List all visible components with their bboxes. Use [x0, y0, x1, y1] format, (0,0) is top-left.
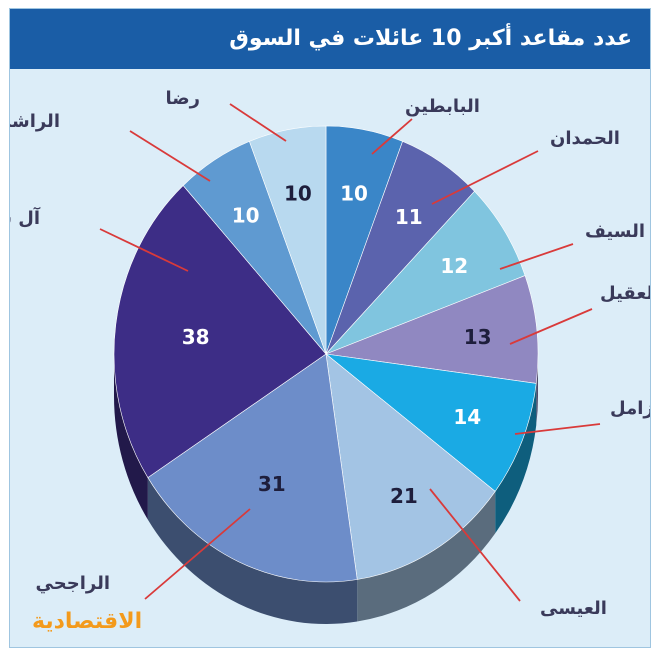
chart-title: عدد مقاعد أكبر 10 عائلات في السوق — [229, 26, 632, 51]
category-label: العقيل — [600, 283, 650, 304]
pie-side-آل سعود — [114, 354, 148, 520]
category-label: الزامل — [610, 398, 650, 419]
pie-slices — [113, 125, 539, 583]
pie-side-الراجحي — [147, 477, 358, 624]
slice-value-label: 11 — [395, 205, 423, 229]
pie-slice — [325, 353, 496, 580]
category-label: الحمدان — [550, 128, 620, 149]
chart-card: عدد مقاعد أكبر 10 عائلات في السوق 10 11 12… — [9, 8, 651, 648]
category-label: العيسى — [540, 598, 607, 619]
leader-line — [514, 423, 601, 435]
pie-slice — [325, 190, 526, 355]
leader-line — [431, 150, 539, 205]
pie-slice — [249, 125, 327, 355]
category-label: السيف — [585, 221, 645, 242]
leader-line — [144, 508, 251, 600]
leader-line — [99, 228, 189, 272]
category-label: رضا — [165, 88, 200, 109]
slice-value-label: 21 — [390, 484, 418, 508]
slice-value-label: 14 — [453, 405, 481, 429]
category-label: آل سعود — [10, 206, 41, 229]
category-label: البابطين — [405, 96, 480, 117]
leader-line — [129, 130, 211, 182]
category-label: الراشد — [10, 111, 60, 132]
leader-line — [429, 488, 521, 602]
brand-logo: الاقتصادية — [32, 609, 143, 634]
slice-value-label: 13 — [464, 325, 492, 349]
slice-value-label: 31 — [258, 472, 286, 496]
leader-line — [229, 103, 287, 142]
pie-slice — [113, 185, 327, 479]
pie-chart: 10 11 12 13 14 21 31 38 10 10 البابطين الحمدان السيف… — [10, 88, 650, 624]
category-label: الراجحي — [36, 573, 110, 594]
pie-slice — [147, 353, 358, 583]
pie-side-الزامل — [495, 383, 537, 534]
pie-slice — [324, 353, 537, 492]
slice-value-label: 10 — [340, 182, 368, 206]
slice-value-label: 10 — [232, 203, 260, 227]
pie-slice — [324, 275, 539, 384]
leader-line — [499, 243, 574, 270]
leader-line — [371, 118, 413, 155]
slice-value-label: 10 — [284, 182, 312, 206]
leader-line — [509, 308, 593, 345]
pie-side-العيسى — [357, 491, 496, 622]
slice-value-label: 12 — [440, 254, 468, 278]
slice-value-label: 38 — [182, 325, 210, 349]
title-bar: عدد مقاعد أكبر 10 عائلات في السوق — [10, 9, 650, 69]
